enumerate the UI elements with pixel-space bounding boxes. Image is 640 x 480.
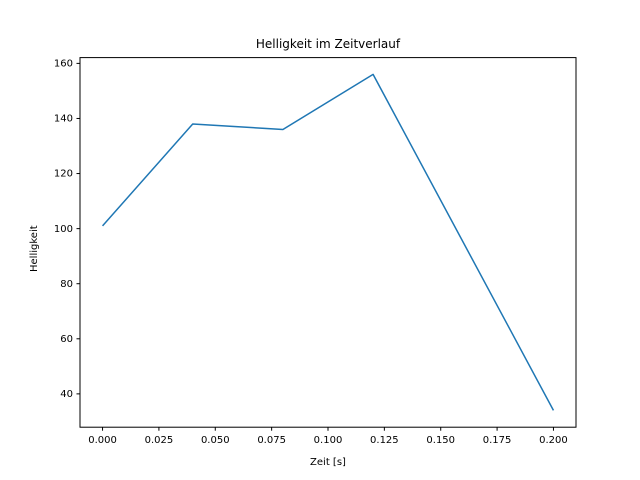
y-axis-tick-label: 140: [54, 114, 73, 125]
y-axis-tick-label: 80: [60, 279, 73, 290]
y-axis-tick-label: 100: [54, 224, 73, 235]
x-axis-tick-label: 0.125: [370, 435, 399, 446]
x-axis-tick-label: 0.050: [201, 435, 230, 446]
x-axis-tick-label: 0.075: [257, 435, 286, 446]
x-axis-tick-label: 0.025: [145, 435, 174, 446]
x-axis-tick-label: 0.100: [314, 435, 343, 446]
y-axis-tick-label: 60: [60, 334, 73, 345]
y-axis-tick-label: 40: [60, 389, 73, 400]
x-axis-tick-label: 0.175: [483, 435, 512, 446]
x-axis-tick-label: 0.000: [88, 435, 117, 446]
x-axis-label: Zeit [s]: [310, 457, 346, 468]
x-axis-tick-label: 0.150: [426, 435, 455, 446]
y-axis-label: Helligkeit: [29, 225, 40, 272]
y-axis-tick-label: 160: [54, 59, 73, 70]
chart-title: Helligkeit im Zeitverlauf: [255, 37, 401, 51]
data-line-series: [101, 73, 555, 411]
x-axis-tick-label: 0.200: [539, 435, 568, 446]
y-axis-tick-label: 120: [54, 169, 73, 180]
plot-area-border: [79, 57, 577, 428]
